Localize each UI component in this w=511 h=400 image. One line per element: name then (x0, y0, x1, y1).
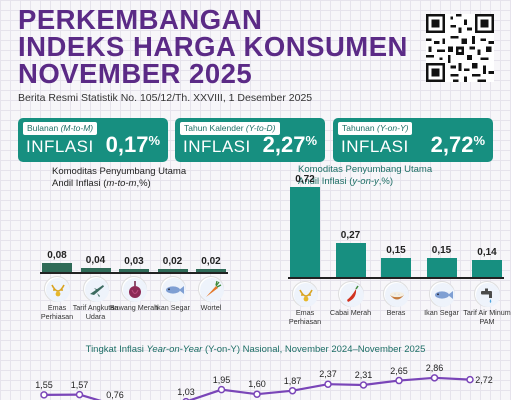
title-line-1: PERKEMBANGAN (18, 4, 263, 35)
bar-2 (381, 258, 411, 277)
trend-point-label: 1,55 (35, 379, 53, 390)
shallot-icon (121, 276, 147, 302)
trend-chart-title: Tingkat Inflasi Year-on-Year (Y-on-Y) Na… (85, 344, 426, 355)
trend-point-label: 2,86 (425, 362, 444, 373)
trend-point-label: 0,76 (106, 390, 124, 400)
commodity-label: Beras (386, 308, 406, 317)
chart-baseline (288, 277, 504, 279)
commodity-label: Tarif Angkutan Udara (72, 303, 119, 321)
title-line-3: NOVEMBER 2025 (18, 58, 253, 89)
trend-point-label: 2,37 (319, 369, 337, 380)
trend-point (395, 376, 403, 385)
fish-icon (428, 281, 455, 307)
commodity-label: Ikan Segar (424, 308, 459, 317)
qr-code-icon[interactable] (426, 14, 494, 82)
trend-point (75, 390, 84, 399)
bar-2 (119, 268, 149, 272)
bar-value-label: 0,02 (162, 256, 183, 267)
bar-3 (157, 269, 188, 272)
bar-0 (290, 187, 320, 277)
yoy-section-title: Komoditas Penyumbang Utama Andil Inflasi… (298, 164, 433, 187)
trend-point-label: 1,87 (283, 375, 302, 386)
card-title: INFLASI (341, 137, 409, 156)
bar-value-label: 0,08 (47, 250, 67, 262)
card-label: Tahun Kalender (Y-to-D) (180, 122, 280, 135)
bar-1 (80, 267, 111, 272)
trend-point-label: 2,72 (475, 374, 493, 385)
commodity-label: Emas Perhiasan (288, 308, 322, 326)
bar-value-label: 0,03 (124, 255, 144, 267)
trend-point (359, 381, 368, 389)
commodity-label: Cabai Merah (329, 308, 372, 317)
trend-point (324, 380, 332, 388)
trend-point-label: 1,60 (248, 379, 266, 390)
rice-icon (383, 281, 409, 307)
bar-3 (426, 258, 457, 277)
bar-value-label: 0,04 (85, 254, 106, 266)
trend-point (466, 375, 474, 384)
card-label: Bulanan (M-to-M) (23, 122, 98, 135)
card-title: INFLASI (26, 137, 94, 156)
bar-1 (335, 243, 366, 277)
bar-0 (42, 263, 72, 272)
card-title: INFLASI (183, 137, 251, 156)
airplane-icon (82, 276, 109, 302)
page-title: PERKEMBANGAN INDEKS HARGA KONSUMEN NOVEM… (18, 4, 418, 89)
card-inflasi-ytd: Tahun Kalender (Y-to-D) INFLASI 2,27% (175, 118, 325, 162)
bar-4 (196, 269, 226, 272)
bar-4 (472, 259, 502, 277)
chart-baseline (40, 272, 228, 274)
trend-point (430, 374, 439, 382)
card-inflasi-mtm: Bulanan (M-to-M) INFLASI 0,17% (18, 118, 168, 162)
release-subtitle: Berita Resmi Statistik No. 105/12/Th. XX… (18, 92, 313, 104)
card-value: 0,17% (105, 132, 160, 157)
commodity-label: Emas Perhiasan (40, 303, 74, 321)
trend-point-label: 1,03 (177, 386, 195, 397)
bar-value-label: 0,27 (340, 230, 361, 242)
commodity-label: Wortel (200, 303, 222, 312)
bar-value-label: 0,14 (477, 246, 497, 258)
gold-jewelry-icon (292, 281, 318, 307)
trend-point (288, 386, 297, 395)
gold-jewelry-icon (44, 276, 70, 302)
card-value: 2,27% (262, 132, 317, 157)
fish-icon (159, 276, 186, 302)
card-label: Tahunan (Y-on-Y) (338, 122, 413, 135)
bar-value-label: 0,15 (431, 245, 452, 257)
bar-value-label: 0,02 (201, 256, 221, 267)
trend-line-chart (40, 374, 474, 400)
trend-point-label: 2,31 (354, 369, 373, 380)
trend-point (40, 391, 48, 399)
water-tap-icon (474, 281, 500, 307)
card-value: 2,72% (430, 132, 485, 157)
card-inflasi-yoy: Tahunan (Y-on-Y) INFLASI 2,72% (333, 118, 493, 162)
trend-line (43, 376, 471, 400)
commodity-label: Bawang Merah (109, 303, 159, 312)
title-line-2: INDEKS HARGA KONSUMEN (18, 31, 408, 62)
commodity-label: Tarif Air Minum PAM (463, 308, 511, 326)
trend-point-label: 1,95 (212, 374, 231, 385)
commodity-label: Ikan Segar (155, 303, 190, 312)
bar-value-label: 0,15 (386, 245, 406, 257)
trend-point (217, 385, 226, 394)
trend-point (253, 390, 261, 398)
mtm-section-title: Komoditas Penyumbang Utama Andil Inflasi… (52, 166, 187, 189)
bar-value-label: 0,72 (295, 174, 315, 185)
trend-point-label: 1,57 (70, 379, 89, 390)
carrot-icon (198, 276, 224, 302)
chili-icon (337, 281, 364, 307)
trend-point-label: 2,65 (390, 365, 408, 376)
